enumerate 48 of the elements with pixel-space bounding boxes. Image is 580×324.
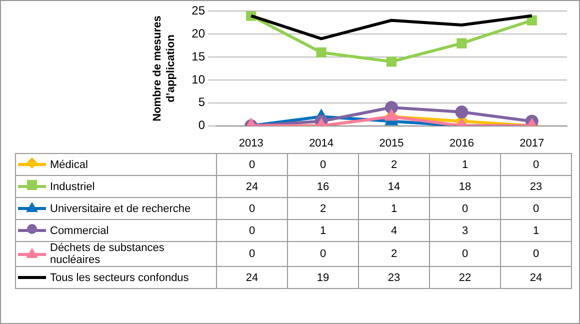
legend-label: Commercial: [50, 224, 109, 237]
y-tick-label: 5: [198, 95, 206, 110]
data-label: 19: [288, 266, 358, 288]
legend-label: Médical: [50, 158, 88, 171]
x-tick-label: 2014: [309, 137, 334, 150]
data-label: 0: [500, 198, 572, 220]
data-label: 24: [216, 176, 288, 198]
data-label: 0: [288, 242, 358, 266]
legend-label: Tous les secteurs confondus: [50, 272, 189, 284]
data-label: 23: [500, 176, 572, 198]
data-label: 0: [216, 242, 288, 266]
data-label: 0: [216, 220, 288, 242]
data-label: 16: [288, 176, 358, 198]
data-label: 2: [358, 242, 430, 266]
data-label: 0: [430, 198, 500, 220]
data-label: 0: [216, 198, 288, 220]
data-label: 1: [358, 198, 430, 220]
legend-label: Industriel: [50, 180, 95, 193]
x-tick-label: 2015: [379, 137, 404, 150]
data-label: 23: [358, 266, 430, 288]
x-tick-label: 2016: [449, 137, 474, 150]
data-label: 3: [430, 220, 500, 242]
data-label: 22: [430, 266, 500, 288]
data-label: 0: [500, 242, 572, 266]
data-label: 24: [500, 266, 572, 288]
x-tick-label: 2017: [520, 137, 544, 150]
data-label: 1: [430, 154, 500, 176]
data-label: 4: [358, 220, 430, 242]
data-label: 0: [216, 154, 288, 176]
data-label: 0: [288, 154, 358, 176]
data-label: 18: [430, 176, 500, 198]
y-tick-label: 20: [192, 26, 206, 40]
y-axis-title: Nombre de mesures d’application: [152, 16, 177, 122]
y-tick-label: 15: [192, 49, 206, 64]
data-label: 24: [216, 266, 288, 288]
data-label: 0: [500, 154, 572, 176]
data-label: 1: [500, 220, 572, 242]
y-tick-label: 0: [198, 118, 206, 132]
data-label: 1: [288, 220, 358, 242]
y-tick-label: 10: [192, 72, 206, 86]
y-tick-label: 25: [192, 4, 206, 18]
data-label: 14: [358, 176, 430, 198]
x-tick-label: 2013: [238, 137, 264, 150]
data-label: 2: [358, 154, 430, 176]
legend-label: Universitaire et de recherche: [50, 202, 191, 215]
legend-label: Déchets de substances nucléaires: [50, 242, 166, 266]
data-label: 2: [288, 198, 358, 220]
data-label: 0: [430, 242, 500, 266]
